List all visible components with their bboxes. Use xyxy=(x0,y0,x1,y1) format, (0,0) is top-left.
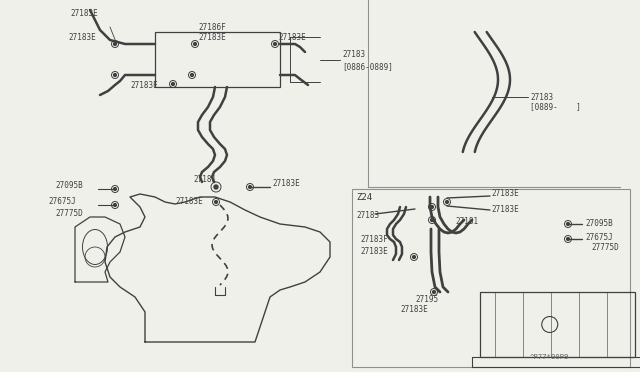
Circle shape xyxy=(114,43,116,45)
Circle shape xyxy=(566,222,570,225)
Circle shape xyxy=(431,206,433,208)
Text: 27183E: 27183E xyxy=(272,180,300,189)
Text: 27183E: 27183E xyxy=(278,32,306,42)
Text: 27183E: 27183E xyxy=(175,198,203,206)
Text: 27181: 27181 xyxy=(455,218,478,227)
Circle shape xyxy=(274,43,276,45)
Text: 27186F: 27186F xyxy=(198,22,226,32)
Circle shape xyxy=(433,291,435,294)
Text: 27775D: 27775D xyxy=(55,208,83,218)
Bar xyxy=(155,32,280,87)
Bar xyxy=(480,292,635,357)
Circle shape xyxy=(214,185,218,189)
Text: 27183E: 27183E xyxy=(198,33,226,42)
Text: [0889-    ]: [0889- ] xyxy=(530,103,581,112)
Text: 27195: 27195 xyxy=(415,295,438,305)
Circle shape xyxy=(191,74,193,76)
Text: ^P77*00P9: ^P77*00P9 xyxy=(530,354,570,360)
Text: 27775D: 27775D xyxy=(591,243,619,251)
Circle shape xyxy=(172,83,174,86)
Text: 27183E: 27183E xyxy=(491,189,519,199)
Circle shape xyxy=(566,238,570,240)
Circle shape xyxy=(445,201,449,203)
Text: Z24: Z24 xyxy=(356,192,372,202)
Text: 27183F: 27183F xyxy=(360,235,388,244)
Circle shape xyxy=(114,203,116,206)
Text: 27183E: 27183E xyxy=(360,247,388,257)
Circle shape xyxy=(193,43,196,45)
Circle shape xyxy=(214,201,218,203)
Circle shape xyxy=(114,74,116,76)
Text: 27183E: 27183E xyxy=(130,80,157,90)
Text: 27675J: 27675J xyxy=(585,232,612,241)
Circle shape xyxy=(248,186,252,188)
Text: 27183: 27183 xyxy=(356,211,379,219)
Text: 27181: 27181 xyxy=(193,174,216,183)
Circle shape xyxy=(413,256,415,259)
Bar xyxy=(352,189,630,367)
Text: 27095B: 27095B xyxy=(55,180,83,189)
Text: 27183: 27183 xyxy=(342,50,365,59)
Text: 27183E: 27183E xyxy=(68,32,96,42)
Text: 27183E: 27183E xyxy=(491,205,519,215)
Text: 27675J: 27675J xyxy=(48,196,76,205)
Text: 27183E: 27183E xyxy=(400,305,428,314)
Circle shape xyxy=(431,219,433,221)
Text: 27183E: 27183E xyxy=(70,10,98,19)
Circle shape xyxy=(114,187,116,190)
Text: [0886-0889]: [0886-0889] xyxy=(342,62,393,71)
Text: 27183: 27183 xyxy=(530,93,553,102)
Text: 27095B: 27095B xyxy=(585,219,612,228)
